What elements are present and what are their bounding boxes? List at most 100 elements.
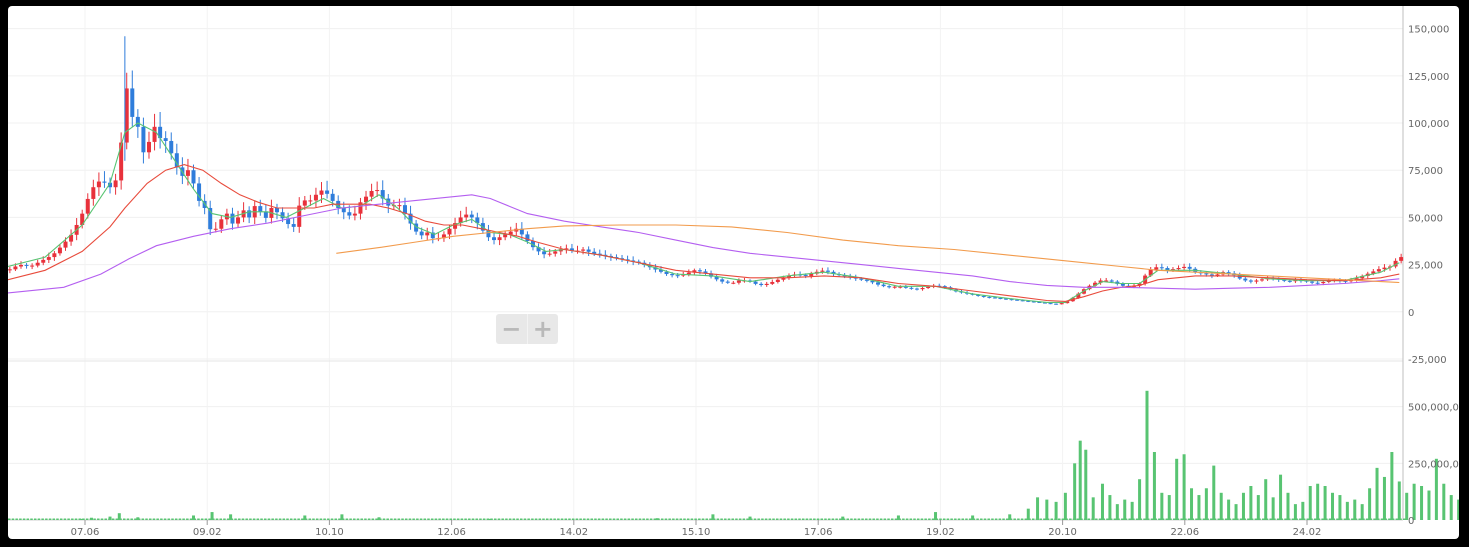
- volume-bar: [189, 518, 193, 520]
- volume-bar: [1160, 492, 1164, 520]
- volume-bar: [909, 518, 913, 520]
- volume-bar: [1158, 518, 1161, 520]
- volume-bar: [453, 518, 456, 520]
- volume-bar: [163, 518, 167, 520]
- volume-bar: [382, 518, 386, 520]
- x-tick-label: 10.10: [315, 527, 344, 538]
- volume-bar: [827, 518, 831, 520]
- candle-body: [887, 286, 892, 288]
- volume-tick-label: 250,000,000: [1408, 459, 1459, 470]
- volume-bar: [1375, 467, 1379, 520]
- candle-body: [236, 217, 241, 224]
- volume-bar: [623, 518, 627, 520]
- volume-bar: [772, 518, 775, 520]
- volume-bar: [390, 518, 393, 520]
- volume-bar: [553, 518, 556, 520]
- volume-bar: [1210, 518, 1213, 520]
- volume-bar: [542, 518, 545, 520]
- zoom-out-button[interactable]: −: [501, 315, 522, 343]
- volume-bar: [497, 518, 501, 520]
- volume-bar: [1100, 483, 1104, 520]
- volume-bar: [1123, 499, 1127, 520]
- volume-bar: [1187, 518, 1191, 520]
- volume-bar: [1130, 501, 1134, 520]
- candle-body: [542, 251, 547, 255]
- volume-bar: [534, 518, 538, 520]
- volume-bar: [1039, 518, 1042, 520]
- volume-bar: [655, 518, 659, 520]
- volume-bar: [482, 518, 486, 520]
- volume-bar: [583, 518, 586, 520]
- candle-body: [402, 205, 407, 214]
- volume-bar: [1360, 504, 1364, 520]
- volume-bar: [226, 518, 230, 520]
- volume-bar: [160, 518, 163, 520]
- volume-bar: [635, 518, 638, 520]
- volume-bar: [1249, 486, 1253, 520]
- volume-bar: [308, 518, 312, 520]
- volume-bar: [327, 518, 330, 520]
- volume-bar: [705, 518, 708, 520]
- volume-bar: [445, 518, 449, 520]
- volume-bar: [638, 518, 642, 520]
- candle-body: [419, 231, 424, 236]
- volume-bar: [571, 518, 575, 520]
- volume-bar: [22, 518, 26, 520]
- x-tick-label: 19.02: [926, 527, 955, 538]
- candle-body: [581, 249, 586, 251]
- candle-body: [1170, 269, 1175, 271]
- volume-bar: [234, 518, 237, 520]
- volume-bar: [416, 518, 419, 520]
- candle-body: [358, 202, 363, 214]
- volume-bar: [698, 518, 701, 520]
- candle-body: [592, 251, 597, 254]
- candle-body: [1120, 283, 1125, 286]
- candle-body: [453, 223, 458, 229]
- volume-bar: [1045, 499, 1049, 520]
- candle-body: [503, 234, 508, 238]
- volume-bar: [616, 518, 619, 520]
- candle-body: [736, 280, 741, 283]
- volume-bar: [475, 518, 478, 520]
- volume-bar: [1331, 492, 1335, 520]
- volume-bar: [1254, 518, 1258, 520]
- volume-bar: [63, 518, 67, 520]
- candle-body: [692, 270, 697, 273]
- candle-body: [1315, 282, 1320, 284]
- volume-bar: [709, 518, 712, 520]
- candle-body: [414, 223, 419, 232]
- candle-body: [330, 193, 335, 201]
- candle-body: [352, 213, 357, 216]
- volume-bar: [126, 518, 130, 520]
- volume-bar: [1397, 481, 1401, 520]
- volume-bar: [397, 518, 401, 520]
- volume-bar: [434, 518, 438, 520]
- volume-bar: [486, 518, 490, 520]
- volume-bar: [56, 518, 59, 520]
- volume-bar: [748, 516, 752, 520]
- volume-bar: [1351, 518, 1354, 520]
- volume-bar: [1316, 483, 1320, 520]
- volume-bar: [1069, 518, 1072, 520]
- volume-bar: [393, 518, 397, 520]
- chart-frame: -25,000 0 25,000 50,000 75,000 100,000 125,000…: [8, 6, 1459, 539]
- volume-bar: [601, 518, 605, 520]
- volume-bar: [787, 518, 790, 520]
- volume-bar: [609, 518, 612, 520]
- volume-bar: [564, 518, 568, 520]
- candle-body: [1182, 266, 1187, 269]
- volume-bar: [1239, 518, 1243, 520]
- candle-body: [1104, 280, 1109, 282]
- volume-bar: [1427, 490, 1431, 520]
- candle-body: [1209, 274, 1214, 276]
- candle-body: [770, 281, 775, 284]
- volume-bar: [1293, 504, 1297, 520]
- volume-bar: [404, 518, 408, 520]
- volume-bar: [108, 516, 112, 520]
- candle-body: [80, 213, 85, 225]
- volume-bar: [768, 518, 772, 520]
- volume-bar: [1368, 488, 1372, 520]
- zoom-in-button[interactable]: +: [526, 314, 559, 344]
- volume-bar: [1091, 497, 1095, 520]
- candle-body: [586, 249, 591, 252]
